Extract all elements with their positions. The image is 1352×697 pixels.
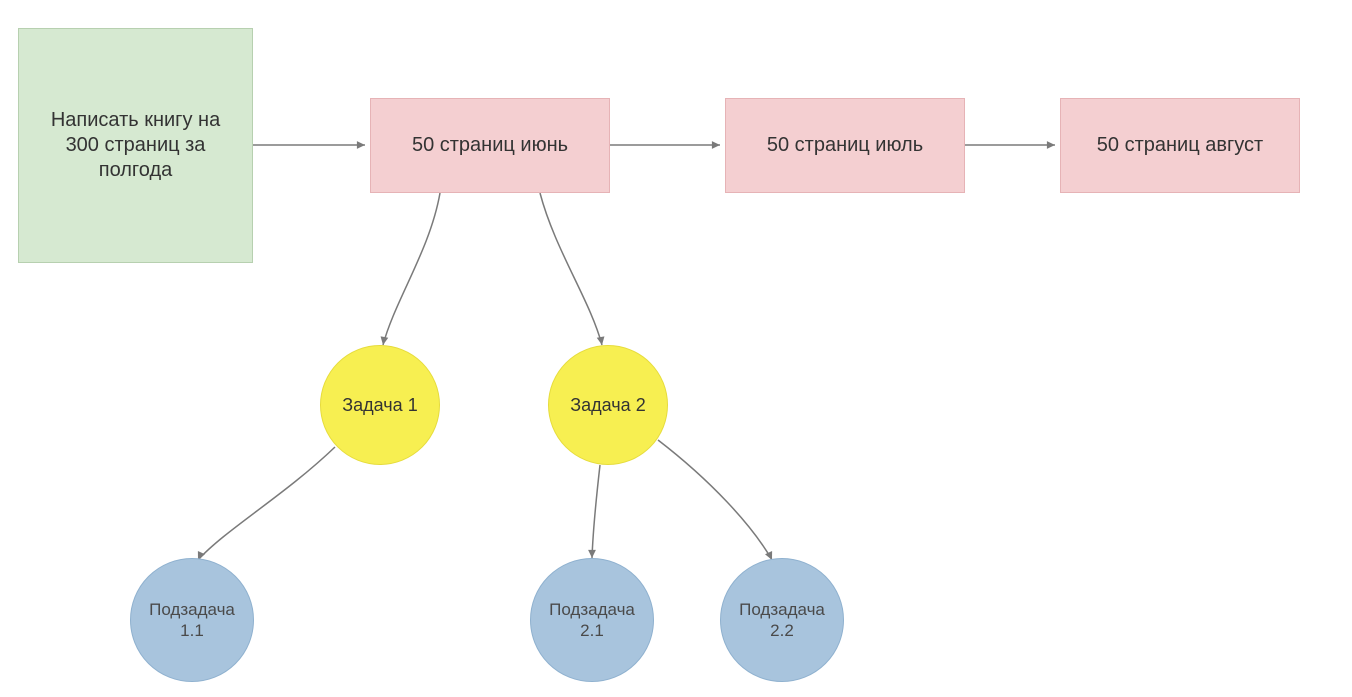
node-month-july: 50 страниц июль xyxy=(725,98,965,193)
node-task2-label: Задача 2 xyxy=(570,394,645,417)
node-month-july-label: 50 страниц июль xyxy=(767,133,923,158)
node-goal-label: Написать книгу на 300 страниц за полгода xyxy=(33,108,238,183)
edge-e_t1_s11 xyxy=(198,447,335,560)
node-goal: Написать книгу на 300 страниц за полгода xyxy=(18,28,253,263)
node-sub21-label: Подзадача 2.1 xyxy=(539,599,645,642)
edge-e_t2_s22 xyxy=(658,440,772,560)
node-sub22-label: Подзадача 2.2 xyxy=(729,599,835,642)
node-sub22: Подзадача 2.2 xyxy=(720,558,844,682)
node-task1-label: Задача 1 xyxy=(342,394,417,417)
node-task2: Задача 2 xyxy=(548,345,668,465)
node-sub21: Подзадача 2.1 xyxy=(530,558,654,682)
edge-e_june_t1 xyxy=(383,193,440,345)
node-month-june: 50 страниц июнь xyxy=(370,98,610,193)
edge-e_june_t2 xyxy=(540,193,602,345)
node-sub11: Подзадача 1.1 xyxy=(130,558,254,682)
edge-e_t2_s21 xyxy=(592,465,600,558)
node-month-june-label: 50 страниц июнь xyxy=(412,133,568,158)
node-month-august-label: 50 страниц август xyxy=(1097,133,1263,158)
diagram-canvas: Написать книгу на 300 страниц за полгода… xyxy=(0,0,1352,697)
node-task1: Задача 1 xyxy=(320,345,440,465)
node-month-august: 50 страниц август xyxy=(1060,98,1300,193)
node-sub11-label: Подзадача 1.1 xyxy=(139,599,245,642)
